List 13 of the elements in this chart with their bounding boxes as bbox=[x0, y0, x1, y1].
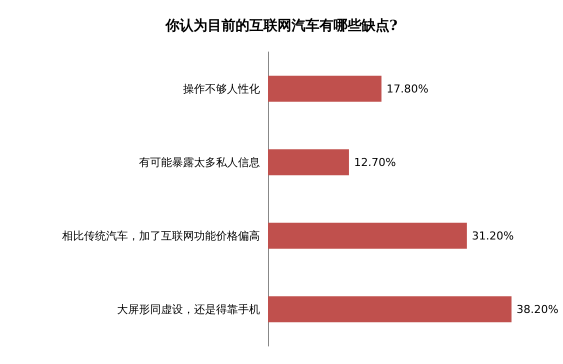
bar bbox=[268, 149, 349, 176]
y-tick-label: 操作不够人性化 bbox=[183, 82, 260, 96]
y-tick-label: 大屏形同虚设，还是得靠手机 bbox=[117, 302, 260, 316]
data-label: 17.80% bbox=[386, 82, 428, 96]
data-label: 38.20% bbox=[516, 302, 558, 316]
y-tick-label: 有可能暴露太多私人信息 bbox=[139, 156, 260, 169]
y-tick-label: 相比传统汽车，加了互联网功能价格偏高 bbox=[62, 229, 260, 242]
chart-title: 你认为目前的互联网汽车有哪些缺点? bbox=[164, 17, 398, 34]
bar bbox=[268, 296, 512, 322]
data-label: 12.70% bbox=[354, 156, 396, 169]
data-label: 31.20% bbox=[472, 229, 514, 242]
bar bbox=[268, 222, 467, 249]
bar bbox=[268, 76, 382, 102]
